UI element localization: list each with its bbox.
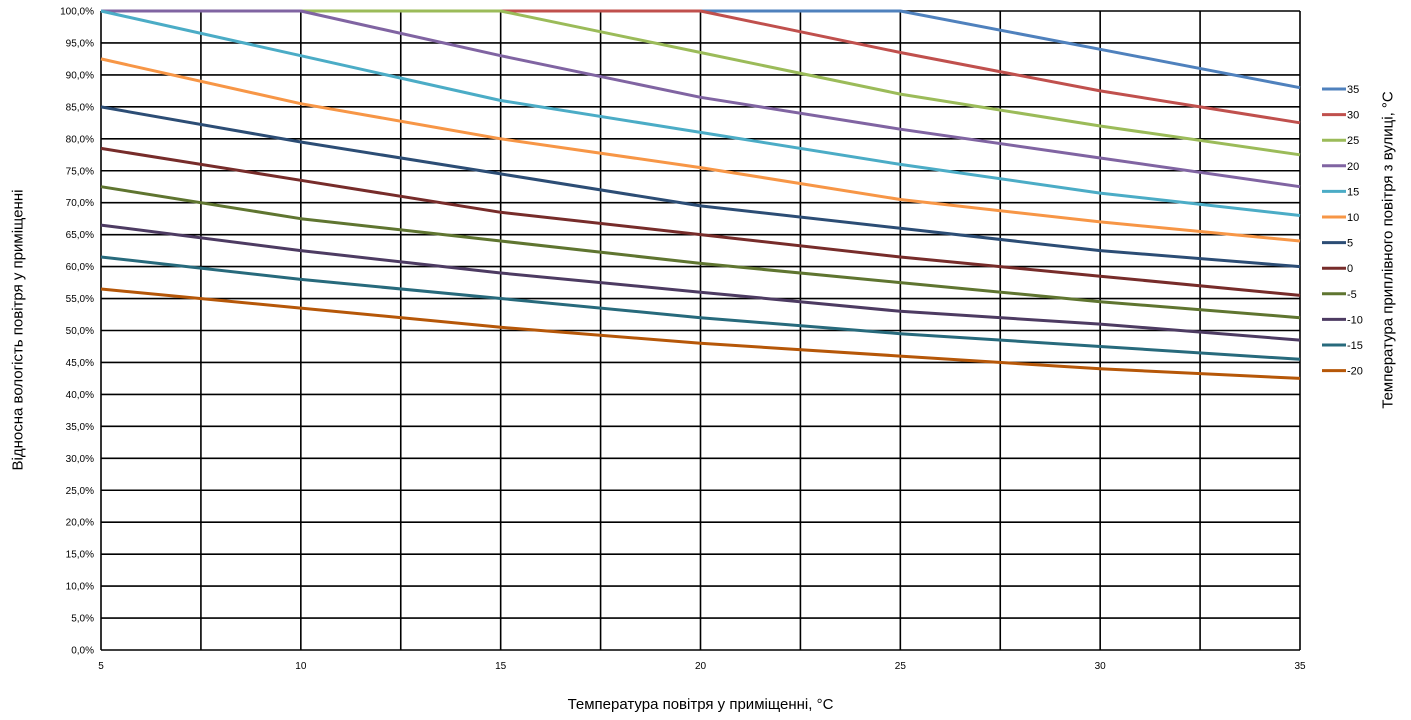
legend-label: -5 [1347,289,1357,301]
y-tick-label: 65,0% [66,230,94,241]
legend-label: 10 [1347,212,1359,224]
x-tick-label: 20 [695,661,707,672]
plot-grid [100,10,1301,651]
y-tick-label: 50,0% [66,326,94,337]
y-tick-label: 60,0% [66,262,94,273]
y-tick-label: 70,0% [66,198,94,209]
y-tick-label: 45,0% [66,358,94,369]
series-line [100,9,1301,217]
x-axis-ticks: 5 10 15 20 25 30 35 [98,661,1306,672]
y-tick-label: 40,0% [66,390,94,401]
x-tick-label: 15 [495,661,507,672]
x-tick-label: 5 [98,661,104,672]
y-tick-label: 15,0% [66,550,94,561]
y-axis-ticks: 0,0% 5,0% 10,0% 15,0% 20,0% 25,0% 30,0% 35,0% 40… [60,7,94,657]
y-axis-title: Відносна вологість повітря у приміщенні [9,189,27,471]
legend-label: -15 [1347,340,1363,352]
x-tick-label: 25 [895,661,907,672]
y-tick-label: 95,0% [66,38,94,49]
x-axis-title: Температура повітря у приміщенні, °C [567,696,834,713]
y-tick-label: 5,0% [71,614,94,625]
y-tick-label: 80,0% [66,134,94,145]
series-line [100,223,1301,342]
y-tick-label: 75,0% [66,166,94,177]
series-line [100,185,1301,320]
series-line [100,287,1301,380]
series-line [100,255,1301,361]
legend-label: 25 [1347,135,1359,147]
y-tick-label: 100,0% [60,7,94,18]
y-tick-label: 0,0% [71,646,94,657]
legend-label: 0 [1347,263,1353,275]
x-tick-label: 10 [295,661,307,672]
y-tick-label: 90,0% [66,70,94,81]
legend: 35 30 25 20 15 10 5 0 -5 -10 -15 -20 [1322,84,1363,378]
series-line [100,146,1301,297]
x-tick-label: 35 [1294,661,1306,672]
series-line [101,9,1301,189]
legend-title: Температура приплівного повітря з вулиці… [1379,91,1397,409]
x-tick-label: 30 [1095,661,1107,672]
legend-label: -10 [1347,314,1363,326]
y-tick-label: 55,0% [66,294,94,305]
y-tick-label: 30,0% [66,454,94,465]
y-tick-label: 25,0% [66,486,94,497]
series-lines [100,9,1301,380]
series-line [100,105,1301,269]
y-tick-label: 10,0% [66,582,94,593]
series-line [100,57,1301,243]
legend-label: -20 [1347,366,1363,378]
legend-label: 15 [1347,186,1359,198]
y-tick-label: 85,0% [66,102,94,113]
y-tick-label: 35,0% [66,422,94,433]
legend-label: 30 [1347,110,1359,122]
legend-label: 20 [1347,161,1359,173]
legend-label: 5 [1347,238,1353,250]
y-tick-label: 20,0% [66,518,94,529]
legend-label: 35 [1347,84,1359,96]
